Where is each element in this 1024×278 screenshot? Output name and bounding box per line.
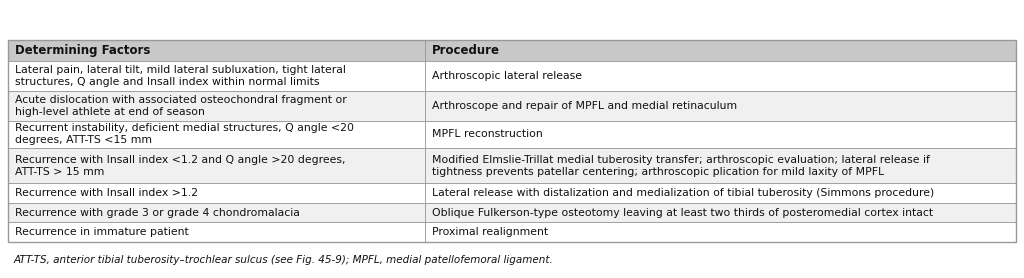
Text: Lateral release with distalization and medialization of tibial tuberosity (Simmo: Lateral release with distalization and m… [432,188,934,198]
Bar [8,40,425,61]
Text: Recurrence with Insall index <1.2 and Q angle >20 degrees,
ATT-TS > 15 mm: Recurrence with Insall index <1.2 and Q … [15,155,346,177]
Bar [425,121,1016,148]
Bar [8,121,425,148]
Bar [425,222,1016,242]
Bar [8,222,425,242]
Text: Modified Elmslie-Trillat medial tuberosity transfer; arthroscopic evaluation; la: Modified Elmslie-Trillat medial tuberosi… [432,155,930,177]
Bar [425,40,1016,61]
Text: Acute dislocation with associated osteochondral fragment or
high-level athlete a: Acute dislocation with associated osteoc… [15,95,347,117]
Bar [8,61,425,91]
Text: Recurrence with Insall index >1.2: Recurrence with Insall index >1.2 [15,188,199,198]
Text: Arthroscopic lateral release: Arthroscopic lateral release [432,71,582,81]
Text: ATT-TS, anterior tibial tuberosity–trochlear sulcus (see Fig. 45-9); MPFL, media: ATT-TS, anterior tibial tuberosity–troch… [13,255,553,265]
Text: Proximal realignment: Proximal realignment [432,227,548,237]
Bar [425,91,1016,121]
Text: Determining Factors: Determining Factors [15,44,151,57]
Bar [8,183,425,203]
Text: Procedure: Procedure [432,44,500,57]
Bar [425,183,1016,203]
Text: Oblique Fulkerson-type osteotomy leaving at least two thirds of posteromedial co: Oblique Fulkerson-type osteotomy leaving… [432,208,933,218]
Bar [8,91,425,121]
Bar [425,148,1016,183]
Bar [8,40,1016,242]
Text: Recurrent instability, deficient medial structures, Q angle <20
degrees, ATT-TS : Recurrent instability, deficient medial … [15,123,354,145]
Bar [425,61,1016,91]
Bar [8,148,425,183]
Text: Lateral pain, lateral tilt, mild lateral subluxation, tight lateral
structures, : Lateral pain, lateral tilt, mild lateral… [15,65,346,87]
Text: Recurrence in immature patient: Recurrence in immature patient [15,227,189,237]
Text: Arthroscope and repair of MPFL and medial retinaculum: Arthroscope and repair of MPFL and media… [432,101,737,111]
Text: Recurrence with grade 3 or grade 4 chondromalacia: Recurrence with grade 3 or grade 4 chond… [15,208,300,218]
Text: MPFL reconstruction: MPFL reconstruction [432,130,543,140]
Bar [425,203,1016,222]
Bar [8,203,425,222]
